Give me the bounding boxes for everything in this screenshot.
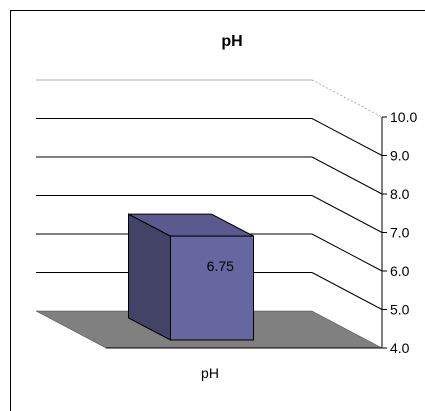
category-axis: pH xyxy=(201,365,219,381)
y-tick-label: 4.0 xyxy=(390,340,410,356)
y-tick-label: 10.0 xyxy=(390,109,417,125)
y-tick-label: 8.0 xyxy=(390,186,410,202)
gridline-side xyxy=(311,156,383,195)
x-tick-label: pH xyxy=(201,365,219,381)
value-axis: 4.0 5.0 6.0 7.0 8.0 9.0 10.0 xyxy=(106,109,417,356)
bars: 6.75 xyxy=(128,213,254,341)
gridline-side xyxy=(311,118,383,156)
chart-title: pH xyxy=(221,33,242,50)
chart-frame xyxy=(10,10,425,411)
bar-front-face xyxy=(170,235,254,341)
gridline-side xyxy=(311,233,383,272)
bar: 6.75 xyxy=(128,213,254,341)
y-tick-label: 9.0 xyxy=(390,148,410,164)
y-tick-label: 7.0 xyxy=(390,225,410,241)
bar-data-label: 6.75 xyxy=(207,258,234,274)
gridline-side xyxy=(311,272,383,310)
y-tick-label: 5.0 xyxy=(390,302,410,318)
y-tick-label: 6.0 xyxy=(390,263,410,279)
gridline-side xyxy=(311,195,383,233)
gridline-side xyxy=(311,79,383,118)
